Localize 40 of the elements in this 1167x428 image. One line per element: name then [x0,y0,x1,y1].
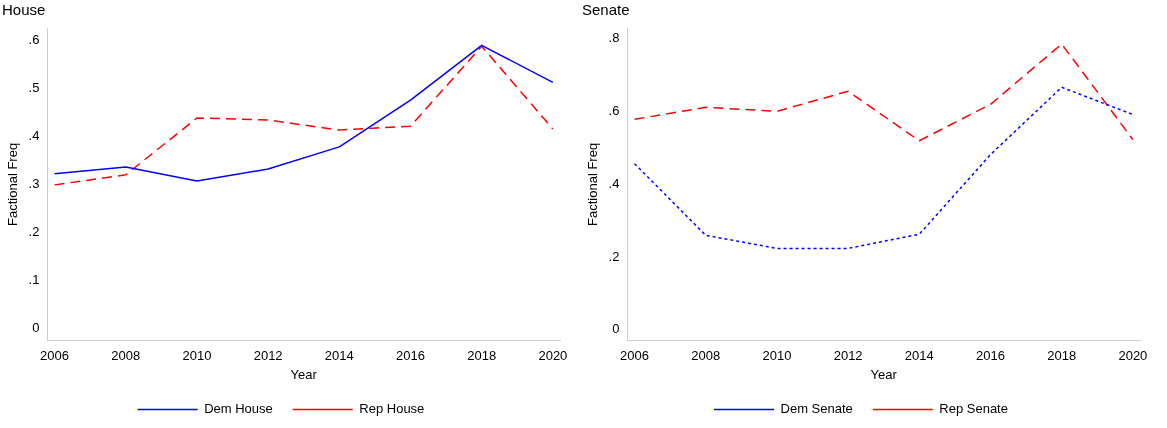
y-tick-label: .4 [28,127,40,143]
legend-label: Dem Senate [780,401,853,417]
y-tick-label: .8 [608,30,620,46]
x-tick-label: 2012 [833,348,863,364]
x-axis-title: Year [870,366,898,382]
y-tick-label: .2 [28,224,40,240]
x-tick-label: 2010 [182,348,212,364]
x-tick-label: 2014 [904,348,934,364]
y-tick-label: .2 [608,248,620,264]
x-tick-label: 2020 [538,348,568,364]
chart-title: Senate [582,1,630,19]
y-tick-label: .4 [608,175,620,191]
x-tick-label: 2016 [976,348,1005,364]
legend-label: Rep Senate [939,401,1008,417]
line-series [633,86,1134,250]
y-tick-label: .3 [28,175,40,191]
x-tick-label: 2008 [111,348,141,364]
x-tick-label: 2012 [253,348,283,364]
x-axis-title: Year [290,366,318,382]
y-tick-label: .1 [28,272,40,288]
x-tick-label: 2006 [40,348,70,364]
y-axis-title: Factional Freq [5,142,21,226]
y-tick-label: 0 [612,321,620,337]
y-tick-label: .5 [28,79,40,95]
chart-title: House [2,1,46,19]
y-axis-title: Factional Freq [585,142,601,226]
x-tick-label: 2016 [396,348,425,364]
legend-label: Rep House [359,401,425,417]
x-tick-label: 2018 [467,348,497,364]
y-tick-label: .6 [28,31,40,47]
legend-label: Dem House [204,401,273,417]
x-tick-label: 2018 [1047,348,1077,364]
line-series [633,43,1134,142]
x-tick-label: 2008 [691,348,721,364]
y-tick-label: .6 [608,103,620,119]
x-tick-label: 2010 [762,348,792,364]
x-tick-label: 2006 [620,348,650,364]
y-tick-label: 0 [32,320,40,336]
x-tick-label: 2020 [1118,348,1148,364]
x-tick-label: 2014 [324,348,354,364]
